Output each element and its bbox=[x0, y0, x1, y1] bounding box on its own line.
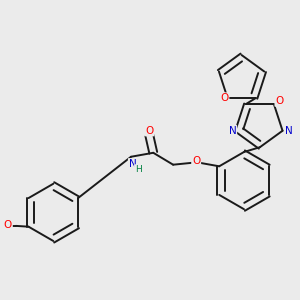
Text: O: O bbox=[192, 156, 200, 166]
Text: O: O bbox=[4, 220, 12, 230]
Text: N: N bbox=[285, 126, 293, 136]
Text: N: N bbox=[229, 126, 236, 136]
Text: O: O bbox=[220, 93, 229, 103]
Text: H: H bbox=[135, 165, 142, 174]
Text: N: N bbox=[129, 159, 136, 169]
Text: O: O bbox=[275, 96, 284, 106]
Text: O: O bbox=[145, 125, 153, 136]
